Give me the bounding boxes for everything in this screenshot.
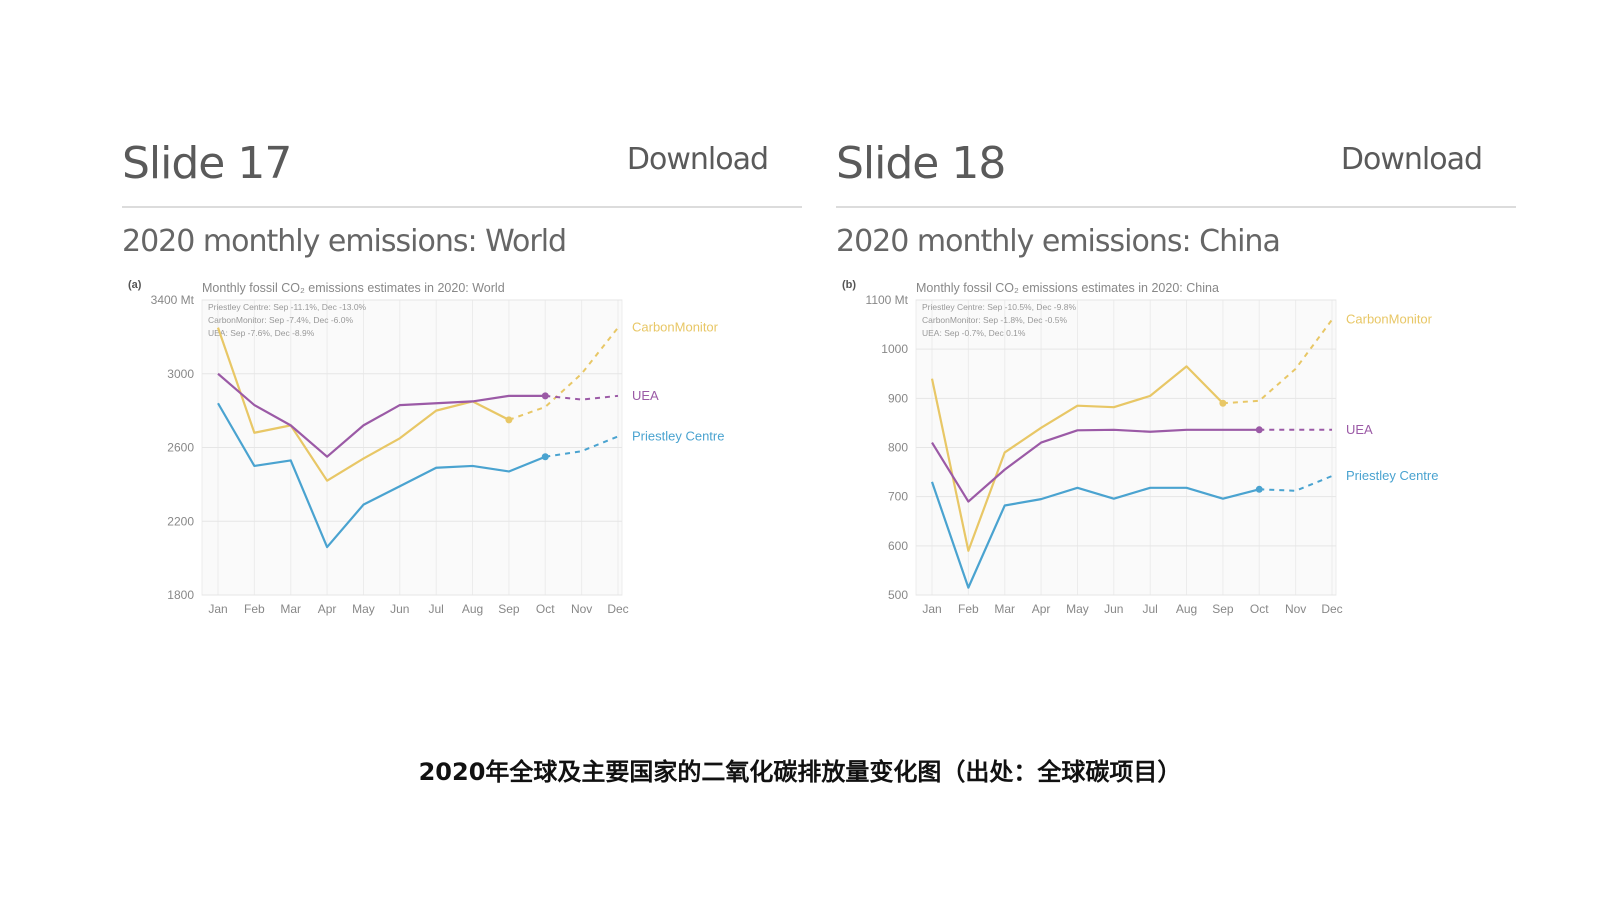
chart-title: Monthly fossil CO₂ emissions estimates i… — [202, 281, 505, 295]
world-emissions-chart: 3400 Mt 3000 2600 2200 1800 Jan Feb Mar Apr May Ju… — [128, 279, 724, 616]
carbonmonitor-end-marker — [505, 416, 513, 424]
y-tick-label: 700 — [888, 490, 908, 504]
slide-subtitle: 2020 monthly emissions: World — [122, 224, 567, 259]
carbonmonitor-end-marker — [1219, 399, 1227, 407]
y-tick-label: 3000 — [167, 367, 194, 381]
priestley-centre-series-line — [930, 481, 1260, 589]
chart-title: Monthly fossil CO₂ emissions estimates i… — [916, 281, 1219, 295]
y-tick-label: 2600 — [167, 441, 194, 455]
priestley-centre-series-line — [217, 402, 546, 549]
note-text: Priestley Centre: Sep -11.1%, Dec -13.0% — [208, 302, 367, 312]
x-tick-label: Dec — [1321, 602, 1342, 616]
download-link[interactable]: Download — [626, 142, 769, 177]
y-tick-label: 3400 Mt — [151, 293, 195, 307]
x-tick-label: Jun — [1104, 602, 1123, 616]
x-tick-label: Dec — [607, 602, 628, 616]
x-tick-label: Sep — [1212, 602, 1234, 616]
slide-title: Slide 18 — [836, 138, 1006, 189]
y-tick-label: 2200 — [167, 514, 194, 528]
carbonmonitor-projection-line — [1222, 319, 1333, 405]
china-emissions-chart: 1100 Mt 1000 900 800 700 600 500 Jan Feb Mar Apr Ma… — [842, 279, 1438, 616]
uea-series-line — [217, 372, 546, 458]
x-tick-label: Jul — [1143, 602, 1158, 616]
uea-legend-label: UEA — [632, 388, 659, 403]
y-tick-label: 1100 Mt — [866, 293, 909, 307]
x-tick-label: Jan — [922, 602, 941, 616]
note-text: Priestley Centre: Sep -10.5%, Dec -9.8% — [922, 302, 1076, 312]
x-tick-label: Apr — [1032, 602, 1051, 616]
note-text: CarbonMonitor: Sep -7.4%, Dec -6.0% — [208, 315, 353, 325]
priestley-centre-end-marker — [541, 453, 549, 461]
slide-header: Slide 17 Download — [122, 138, 802, 208]
x-tick-label: Jul — [429, 602, 444, 616]
y-tick-label: 1000 — [881, 342, 908, 356]
y-tick-label: 500 — [888, 588, 908, 602]
x-tick-label: Aug — [1176, 602, 1197, 616]
x-tick-label: Nov — [571, 602, 592, 616]
carbonmonitor-legend-label: CarbonMonitor — [1346, 312, 1433, 327]
slide-subtitle: 2020 monthly emissions: China — [836, 224, 1281, 259]
slide-17: Slide 17 Download 2020 monthly emissions… — [122, 120, 802, 660]
priestley-centre-legend-label: Priestley Centre — [1346, 468, 1438, 483]
x-tick-label: Apr — [318, 602, 337, 616]
uea-end-marker — [541, 392, 549, 400]
carbonmonitor-series-line — [216, 327, 510, 482]
y-tick-label: 600 — [888, 539, 908, 553]
priestley-centre-projection-line — [545, 435, 619, 458]
slide-header: Slide 18 Download — [836, 138, 1516, 208]
uea-end-marker — [1255, 426, 1263, 434]
x-tick-label: Jan — [208, 602, 227, 616]
priestley-centre-projection-line — [1259, 475, 1333, 492]
slide-title: Slide 17 — [122, 138, 292, 189]
x-tick-label: Feb — [958, 602, 979, 616]
x-tick-label: Mar — [280, 602, 301, 616]
y-tick-label: 800 — [888, 441, 908, 455]
x-tick-label: Aug — [462, 602, 483, 616]
x-tick-label: Feb — [244, 602, 265, 616]
x-tick-label: May — [352, 602, 375, 616]
x-tick-label: Jun — [390, 602, 409, 616]
note-text: CarbonMonitor: Sep -1.8%, Dec -0.5% — [922, 315, 1067, 325]
x-tick-label: Oct — [1250, 602, 1269, 616]
x-tick-label: May — [1066, 602, 1089, 616]
y-tick-label: 900 — [888, 391, 908, 405]
carbonmonitor-series-line — [930, 365, 1224, 552]
x-tick-label: Sep — [498, 602, 520, 616]
note-text: UEA: Sep -7.6%, Dec -8.9% — [208, 328, 315, 338]
carbonmonitor-legend-label: CarbonMonitor — [632, 320, 719, 335]
priestley-centre-legend-label: Priestley Centre — [632, 428, 724, 443]
x-tick-label: Oct — [536, 602, 555, 616]
uea-legend-label: UEA — [1346, 422, 1373, 437]
panel-label: (b) — [842, 279, 856, 291]
carbonmonitor-projection-line — [508, 327, 619, 421]
panel-label: (a) — [128, 279, 142, 291]
slide-18: Slide 18 Download 2020 monthly emissions… — [836, 120, 1516, 660]
figure-caption: 2020年全球及主要国家的二氧化碳排放量变化图（出处：全球碳项目） — [418, 758, 1182, 786]
x-tick-label: Nov — [1285, 602, 1306, 616]
y-tick-label: 1800 — [167, 588, 194, 602]
note-text: UEA: Sep -0.7%, Dec 0.1% — [922, 328, 1026, 338]
x-tick-label: Mar — [994, 602, 1015, 616]
uea-series-line — [931, 428, 1260, 503]
priestley-centre-end-marker — [1255, 485, 1263, 493]
download-link[interactable]: Download — [1340, 142, 1483, 177]
uea-projection-line — [545, 394, 619, 401]
